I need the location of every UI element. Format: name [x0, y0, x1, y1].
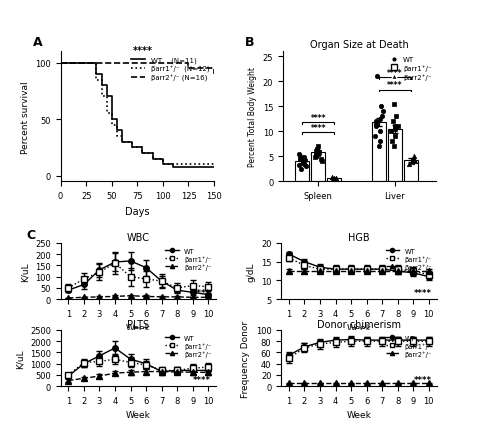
Y-axis label: K/uL: K/uL: [20, 262, 30, 281]
Y-axis label: g/dL: g/dL: [246, 262, 255, 281]
Point: [297, 166, 304, 173]
Point: [387, 138, 395, 145]
X-axis label: Week: Week: [346, 324, 371, 332]
Legend: WT, βarr1⁺/⁻, βarr2⁺/⁻: WT, βarr1⁺/⁻, βarr2⁺/⁻: [384, 247, 432, 271]
Point: [392, 114, 399, 121]
Point: [408, 156, 416, 163]
Bar: [387, 129, 401, 182]
Point: [299, 160, 306, 167]
Bar: [311, 153, 325, 182]
Point: [311, 155, 318, 161]
Point: [312, 154, 319, 161]
X-axis label: Week: Week: [346, 411, 371, 420]
Point: [389, 118, 396, 125]
Legend: WT, βarr1⁺/⁻, βarr2⁺/⁻: WT, βarr1⁺/⁻, βarr2⁺/⁻: [164, 334, 212, 358]
Point: [387, 128, 394, 135]
Point: [328, 177, 336, 184]
Point: [314, 144, 322, 151]
Point: [311, 148, 319, 155]
Point: [371, 121, 379, 128]
Point: [372, 124, 379, 131]
Bar: [295, 162, 309, 182]
Y-axis label: Frequency Donor: Frequency Donor: [241, 320, 250, 397]
Point: [371, 134, 378, 141]
Point: [410, 158, 418, 165]
Point: [327, 174, 335, 181]
Point: [311, 151, 319, 158]
Legend: WT, βarr1⁺/⁻, βarr2⁺/⁻: WT, βarr1⁺/⁻, βarr2⁺/⁻: [384, 334, 432, 358]
Point: [393, 124, 401, 131]
Point: [318, 158, 325, 165]
Text: ****: ****: [413, 288, 431, 297]
Text: ****: ****: [310, 124, 325, 132]
Point: [404, 161, 411, 168]
Point: [312, 148, 320, 155]
Point: [316, 156, 324, 163]
Bar: [327, 179, 341, 182]
Point: [391, 124, 398, 131]
Point: [391, 126, 398, 133]
Point: [377, 104, 384, 111]
Text: ****: ****: [193, 375, 211, 384]
Point: [375, 138, 383, 145]
Point: [312, 146, 320, 153]
Title: WBC: WBC: [126, 233, 150, 243]
Title: Organ Size at Death: Organ Size at Death: [310, 40, 408, 50]
Point: [390, 144, 397, 151]
Point: [299, 158, 306, 165]
Point: [376, 116, 383, 123]
Bar: [403, 161, 417, 182]
Point: [375, 128, 383, 135]
Point: [301, 164, 309, 171]
Point: [378, 108, 386, 115]
Text: C: C: [27, 229, 35, 242]
Text: ****: ****: [386, 81, 402, 90]
Point: [329, 176, 336, 183]
Text: ****: ****: [193, 288, 211, 297]
Point: [371, 118, 378, 125]
Point: [313, 151, 321, 158]
Point: [295, 154, 303, 161]
Title: Donor chimerism: Donor chimerism: [316, 319, 400, 329]
Y-axis label: K/uL: K/uL: [15, 349, 24, 368]
Point: [389, 101, 396, 108]
Point: [300, 161, 307, 168]
Y-axis label: Percent survival: Percent survival: [20, 81, 30, 153]
Text: ****: ****: [413, 375, 431, 384]
Legend: WT, βarr1⁺/⁻, βarr2⁺/⁻: WT, βarr1⁺/⁻, βarr2⁺/⁻: [164, 247, 212, 271]
X-axis label: Week: Week: [125, 411, 151, 420]
Text: ****: ****: [132, 46, 152, 56]
Point: [295, 156, 303, 163]
Point: [373, 74, 380, 81]
Text: A: A: [33, 36, 43, 49]
Point: [409, 158, 417, 164]
Point: [390, 134, 398, 141]
Title: HGB: HGB: [348, 233, 369, 243]
Legend: WT    (N=11), βarr1⁺/⁻  (N=12), βarr2⁺/⁻ (N=16): WT (N=11), βarr1⁺/⁻ (N=12), βarr2⁺/⁻ (N=…: [129, 56, 210, 83]
Text: ****: ****: [310, 114, 325, 122]
Title: PLTS: PLTS: [127, 319, 149, 329]
Bar: [371, 123, 385, 182]
Point: [375, 144, 382, 151]
Point: [378, 114, 385, 121]
Point: [407, 160, 415, 167]
Point: [332, 175, 340, 182]
Point: [301, 158, 308, 164]
Point: [294, 162, 302, 169]
Point: [409, 154, 417, 161]
Point: [329, 175, 337, 182]
Point: [315, 150, 322, 157]
Point: [300, 155, 307, 161]
X-axis label: Week: Week: [125, 324, 151, 332]
Text: ****: ****: [386, 69, 402, 78]
Text: B: B: [244, 36, 254, 49]
Legend: WT, βarr1⁺/⁻, βarr2⁺/⁻: WT, βarr1⁺/⁻, βarr2⁺/⁻: [385, 56, 432, 82]
Point: [294, 151, 302, 158]
X-axis label: Days: Days: [125, 206, 149, 216]
Y-axis label: Percent Total Body Weight: Percent Total Body Weight: [248, 67, 257, 167]
